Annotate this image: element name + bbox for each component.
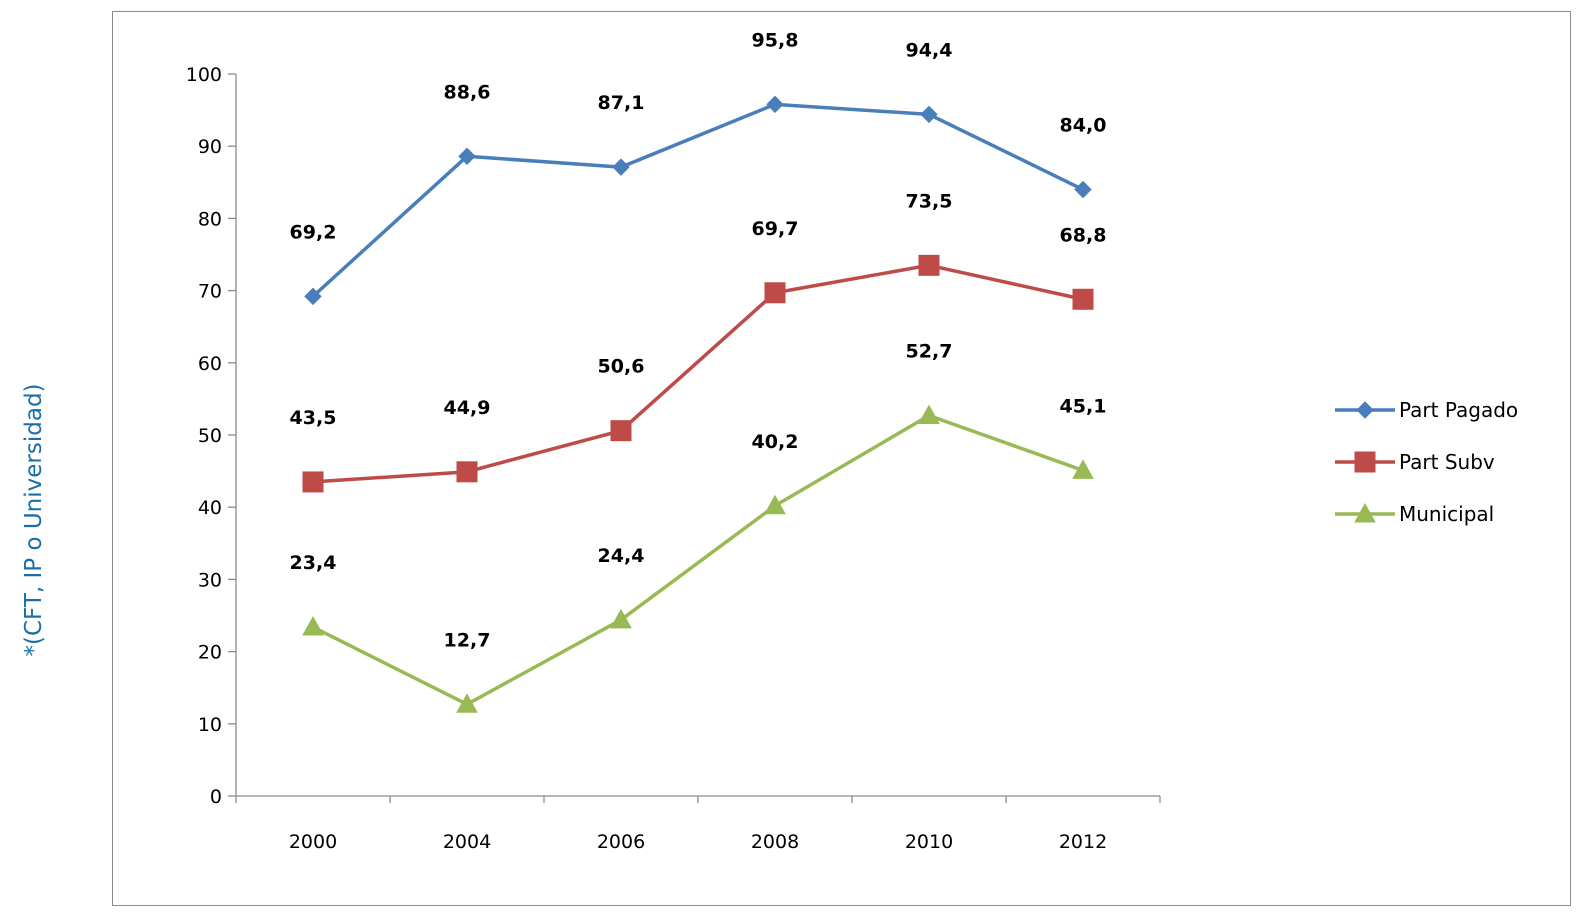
legend-marker	[1354, 451, 1376, 473]
chart-area: 0 10 20 30 40 50 60 70 80 90 100 2000 2004 2006 2008 2…	[112, 11, 1571, 906]
data-label: 52,7	[906, 341, 953, 363]
y-tick-label: 50	[198, 425, 222, 447]
x-tick-label: 2006	[597, 831, 645, 853]
y-tick-label: 80	[198, 208, 222, 230]
legend-label: Part Subv	[1399, 450, 1495, 474]
series-triangle	[302, 404, 1094, 713]
data-label: 24,4	[598, 545, 645, 567]
data-label: 45,1	[1060, 395, 1107, 417]
y-tick-label: 30	[198, 569, 222, 591]
data-point	[302, 471, 324, 493]
series-line	[311, 102, 1084, 298]
series-square	[302, 254, 1094, 493]
data-label: 88,6	[444, 81, 491, 103]
data-point	[918, 254, 940, 276]
x-tick-label: 2004	[443, 831, 491, 853]
data-point	[302, 616, 324, 636]
x-tick-label: 2012	[1059, 831, 1107, 853]
y-tick-label: 20	[198, 642, 222, 664]
legend-marker	[1356, 401, 1374, 419]
series-line	[312, 413, 1084, 707]
data-label: 68,8	[1060, 224, 1107, 246]
data-point	[1072, 459, 1094, 479]
data-label: 94,4	[906, 39, 953, 61]
data-point	[458, 147, 476, 166]
data-label: 73,5	[906, 190, 953, 212]
y-tick-label: 40	[198, 497, 222, 519]
data-label: 50,6	[598, 356, 645, 378]
data-label: 40,2	[752, 431, 799, 453]
series-diamond	[304, 95, 1092, 306]
data-point	[612, 158, 630, 176]
data-point	[1072, 288, 1094, 310]
legend: Part Pagado Part Subv Municipal	[1335, 398, 1518, 526]
data-point	[920, 105, 938, 124]
legend-item: Part Subv	[1335, 450, 1495, 474]
data-point	[610, 608, 632, 629]
data-point	[610, 420, 632, 442]
legend-item: Part Pagado	[1335, 398, 1518, 422]
x-axis-ticks: 2000 2004 2006 2008 2010 2012	[235, 796, 1161, 853]
y-tick-label: 90	[198, 136, 222, 158]
data-point	[918, 404, 940, 425]
data-label: 43,5	[290, 407, 337, 429]
data-point	[764, 494, 786, 515]
legend-label: Municipal	[1399, 502, 1494, 526]
data-point	[456, 461, 478, 483]
x-tick-label: 2008	[751, 831, 799, 853]
data-label: 95,8	[752, 29, 799, 51]
data-labels: 69,2 88,6 87,1 95,8 94,4 84,0 43,5 44,9 50,6 69,7…	[290, 29, 1107, 651]
data-point	[766, 95, 784, 114]
legend-label: Part Pagado	[1399, 398, 1518, 422]
data-label: 44,9	[444, 397, 491, 419]
y-tick-label: 0	[210, 786, 222, 808]
data-label: 12,7	[444, 629, 491, 651]
y-axis-ticks: 0 10 20 30 40 50 60 70 80 90 100	[186, 64, 236, 808]
x-tick-label: 2010	[905, 831, 953, 853]
legend-item: Municipal	[1335, 502, 1494, 526]
data-point	[1074, 180, 1092, 199]
data-label: 69,2	[290, 221, 337, 243]
axes	[235, 74, 1160, 797]
data-point	[764, 282, 786, 304]
side-note: *(CFT, IP o Universidad)	[21, 383, 47, 657]
data-label: 69,7	[752, 218, 799, 240]
data-label: 84,0	[1060, 115, 1107, 137]
data-point	[304, 287, 322, 306]
legend-marker	[1354, 502, 1376, 523]
x-tick-label: 2000	[289, 831, 337, 853]
y-tick-label: 100	[186, 64, 222, 86]
data-label: 23,4	[290, 552, 337, 574]
data-point	[456, 693, 478, 713]
data-label: 87,1	[598, 92, 645, 114]
y-tick-label: 60	[198, 353, 222, 375]
series-layer	[302, 95, 1094, 713]
series-line	[312, 263, 1084, 484]
y-tick-label: 70	[198, 281, 222, 303]
y-tick-label: 10	[198, 714, 222, 736]
